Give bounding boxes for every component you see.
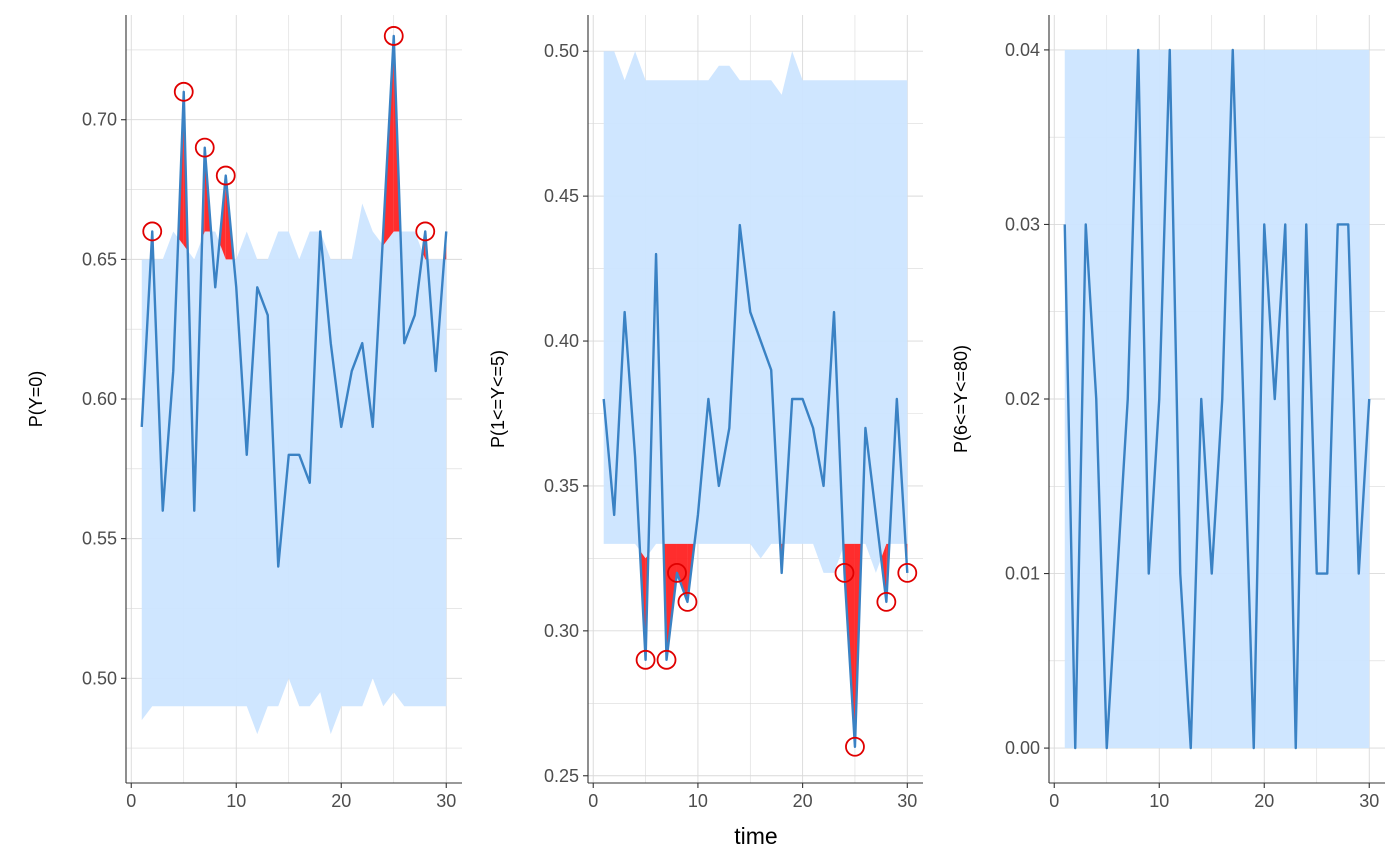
y-tick-label: 0.60: [82, 389, 117, 409]
y-axis-title: P(6<=Y<=80): [951, 345, 971, 453]
flagged-point: [142, 221, 163, 242]
y-tick-label: 0.45: [544, 186, 579, 206]
y-tick-label: 0.03: [1005, 214, 1040, 234]
x-tick-label: 10: [1149, 791, 1169, 811]
y-tick-label: 0.50: [82, 668, 117, 688]
x-tick-label: 20: [793, 791, 813, 811]
y-tick-label: 0.50: [544, 41, 579, 61]
y-tick-label: 0.02: [1005, 389, 1040, 409]
y-tick-label: 0.40: [544, 331, 579, 351]
flagged-point: [173, 81, 194, 102]
y-tick-label: 0.01: [1005, 564, 1040, 584]
flagged-point: [876, 591, 897, 612]
exceedance-area: [676, 543, 688, 602]
panel-p-6-80: 0.00 0.01 0.02 0.03 0.04 0 10 20 30 P(6<=Y<=80): [951, 15, 1385, 811]
x-axis-title: time: [734, 823, 777, 849]
flagged-point: [834, 562, 855, 583]
y-tick-label: 0.04: [1005, 40, 1040, 60]
confidence-band: [603, 51, 908, 573]
series-line: [140, 34, 448, 568]
y-tick-label: 0.35: [544, 476, 579, 496]
x-tick-label: 30: [1359, 791, 1379, 811]
y-tick-label: 0.30: [544, 621, 579, 641]
x-tick-label: 10: [226, 791, 246, 811]
flagged-point: [897, 562, 918, 583]
x-tick-label: 30: [897, 791, 917, 811]
series-line: [1063, 48, 1371, 750]
x-tick-label: 0: [1049, 791, 1059, 811]
flagged-point: [415, 221, 436, 242]
series-line: [602, 223, 909, 748]
panel-p-y-0: 0.50 0.55 0.60 0.65 0.70 0 10 20 30 P(Y=0): [26, 15, 462, 811]
flagged-point: [677, 591, 698, 612]
confidence-band: [1064, 49, 1370, 749]
panel-p-1-5: 0.25 0.30 0.35 0.40 0.45 0.50 0 10 20 30 P(1<=Y<=5…: [488, 15, 923, 811]
x-tick-label: 10: [688, 791, 708, 811]
x-tick-label: 20: [331, 791, 351, 811]
flagged-point: [667, 562, 687, 583]
y-tick-label: 0.55: [82, 529, 117, 549]
x-tick-label: 0: [126, 791, 136, 811]
x-tick-label: 30: [436, 791, 456, 811]
y-tick-label: 0.70: [82, 110, 117, 130]
y-tick-label: 0.00: [1005, 738, 1040, 758]
y-axis-title: P(Y=0): [26, 371, 46, 428]
x-tick-label: 0: [588, 791, 598, 811]
y-tick-label: 0.25: [544, 766, 579, 786]
confidence-band: [141, 203, 447, 735]
flagged-point: [215, 165, 236, 186]
flagged-point: [635, 649, 656, 670]
y-axis-title: P(1<=Y<=5): [488, 350, 508, 448]
x-tick-label: 20: [1254, 791, 1274, 811]
y-tick-label: 0.65: [82, 249, 117, 269]
flagged-point: [194, 137, 215, 158]
flagged-point: [845, 736, 865, 757]
flagged-point: [383, 26, 404, 46]
flagged-point: [656, 649, 677, 670]
